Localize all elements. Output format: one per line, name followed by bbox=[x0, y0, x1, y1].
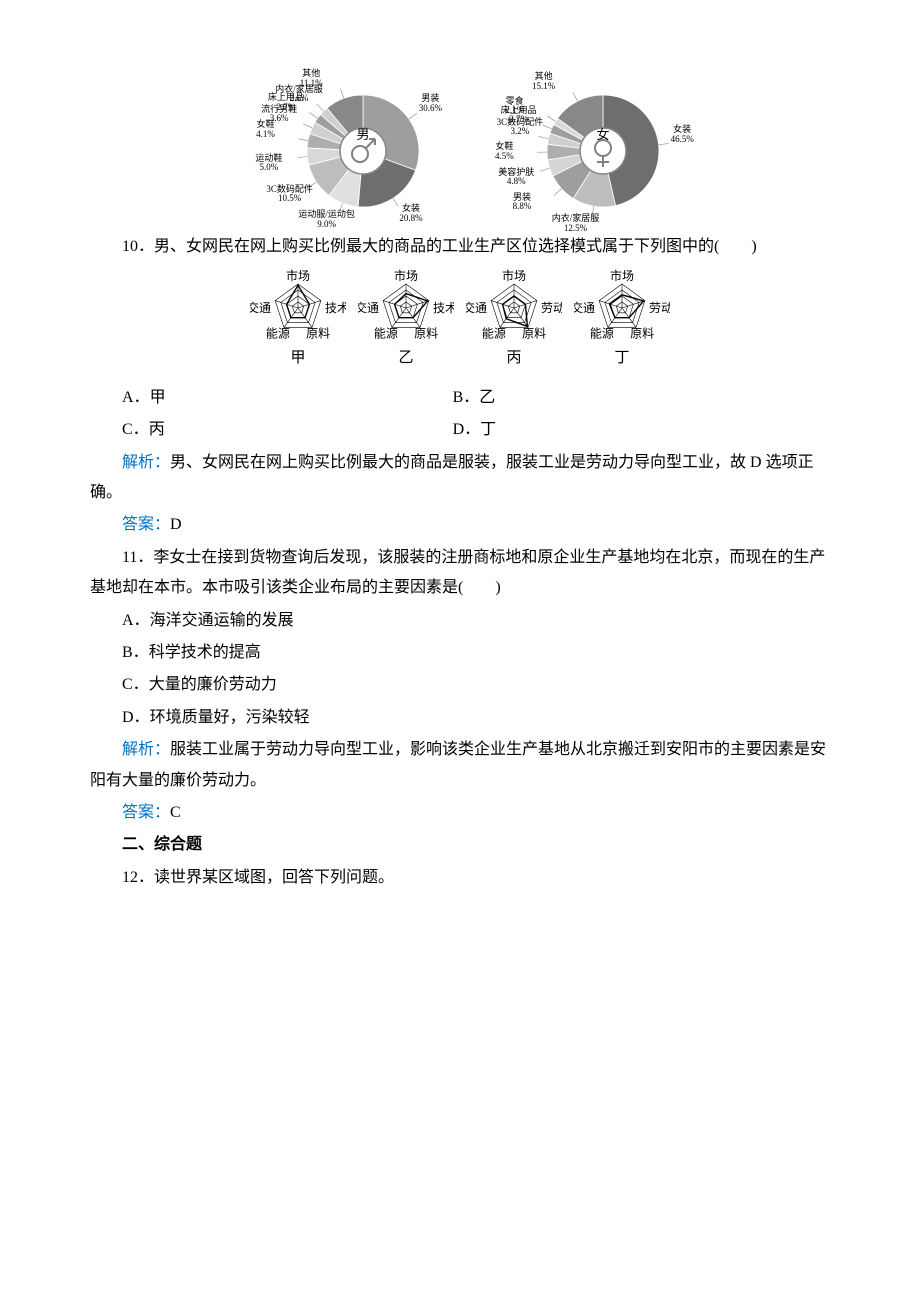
svg-text:交通: 交通 bbox=[466, 300, 487, 315]
svg-text:交通: 交通 bbox=[574, 300, 595, 315]
svg-text:劳动力: 劳动力 bbox=[649, 301, 670, 315]
svg-text:劳动力: 劳动力 bbox=[541, 301, 562, 315]
svg-text:能源: 能源 bbox=[482, 327, 506, 341]
radar-row: 市场技术原料能源交通甲市场技术原料能源交通乙市场劳动力原料能源交通丙市场劳动力原… bbox=[90, 268, 830, 373]
svg-text:能源: 能源 bbox=[374, 327, 398, 341]
donut-slice-label: 运动服/运动包9.0% bbox=[298, 210, 355, 229]
q12-stem: 12．读世界某区域图，回答下列问题。 bbox=[90, 863, 830, 893]
svg-text:市场: 市场 bbox=[394, 268, 418, 283]
section2-heading: 二、综合题 bbox=[90, 830, 830, 860]
svg-text:能源: 能源 bbox=[590, 327, 614, 341]
q10-analysis: 解析：男、女网民在网上购买比例最大的商品是服装，服装工业是劳动力导向型工业，故 … bbox=[90, 448, 830, 509]
q11-analysis: 解析：服装工业属于劳动力导向型工业，影响该类企业生产基地从北京搬迁到安阳市的主要… bbox=[90, 735, 830, 796]
q10-opt-B: B．乙 bbox=[453, 383, 830, 413]
donut-slice-label: 男装8.8% bbox=[513, 193, 532, 212]
radar-chart-甲: 市场技术原料 能源 交通甲 bbox=[248, 268, 348, 373]
svg-text:原料: 原料 bbox=[414, 327, 438, 341]
analysis-label: 解析： bbox=[122, 454, 170, 471]
donut-slice-label: 运动鞋5.0% bbox=[255, 154, 282, 173]
radar-caption: 丙 bbox=[464, 344, 564, 373]
q11-opt-D: D．环境质量好，污染较轻 bbox=[90, 703, 830, 733]
svg-text:交通: 交通 bbox=[358, 300, 379, 315]
svg-text:市场: 市场 bbox=[610, 268, 634, 283]
donut-slice-label: 女装46.5% bbox=[671, 125, 694, 144]
donut-slice-label: 内衣/家居服12.5% bbox=[552, 214, 600, 233]
analysis-label: 解析： bbox=[122, 741, 170, 758]
radar-caption: 丁 bbox=[572, 344, 672, 373]
donut-slice-label: 男装30.6% bbox=[419, 94, 442, 113]
svg-text:能源: 能源 bbox=[266, 327, 290, 341]
svg-text:交通: 交通 bbox=[250, 300, 271, 315]
q10-opt-A: A．甲 bbox=[90, 383, 453, 413]
svg-text:男: 男 bbox=[356, 127, 369, 142]
svg-text:技术: 技术 bbox=[325, 301, 346, 315]
donut-slice-label: 美容护肤4.8% bbox=[498, 168, 534, 187]
donut-slice-label: 其他11.1% bbox=[300, 69, 323, 88]
svg-text:市场: 市场 bbox=[286, 268, 310, 283]
q10-answer: 答案：D bbox=[90, 510, 830, 540]
svg-text:原料: 原料 bbox=[522, 327, 546, 341]
radar-caption: 乙 bbox=[356, 344, 456, 373]
q10-options: A．甲 B．乙 bbox=[90, 383, 830, 413]
male-donut-chart: 男男装30.6%女装20.8%运动服/运动包9.0%3C数码配件10.5%运动鞋… bbox=[225, 64, 455, 224]
donut-slice-label: 3C数码配件10.5% bbox=[266, 185, 313, 204]
svg-text:女: 女 bbox=[596, 127, 609, 142]
q10-options-2: C．丙 D．丁 bbox=[90, 415, 830, 445]
answer-label: 答案： bbox=[122, 804, 170, 821]
donut-slice-label: 其他15.1% bbox=[532, 72, 555, 91]
radar-chart-丁: 市场劳动力原料 能源 交通丁 bbox=[572, 268, 672, 373]
svg-text:原料: 原料 bbox=[630, 327, 654, 341]
q10-opt-C: C．丙 bbox=[90, 415, 453, 445]
radar-chart-乙: 市场技术原料 能源 交通乙 bbox=[356, 268, 456, 373]
q11-opt-C: C．大量的廉价劳动力 bbox=[90, 670, 830, 700]
donut-slice-label: 女装20.8% bbox=[399, 204, 422, 223]
donut-slice-label: 零食2.1% bbox=[505, 97, 524, 116]
donut-slice-label: 女鞋4.5% bbox=[495, 142, 514, 161]
svg-text:市场: 市场 bbox=[502, 268, 526, 283]
q11-answer: 答案：C bbox=[90, 798, 830, 828]
radar-chart-丙: 市场劳动力原料 能源 交通丙 bbox=[464, 268, 564, 373]
svg-text:原料: 原料 bbox=[306, 327, 330, 341]
svg-text:技术: 技术 bbox=[433, 301, 454, 315]
radar-caption: 甲 bbox=[248, 344, 348, 373]
q11-opt-B: B．科学技术的提高 bbox=[90, 638, 830, 668]
purchase-donut-row: 男男装30.6%女装20.8%运动服/运动包9.0%3C数码配件10.5%运动鞋… bbox=[90, 64, 830, 224]
female-donut-chart: 女女装46.5%内衣/家居服12.5%男装8.8%美容护肤4.8%女鞋4.5%3… bbox=[465, 64, 695, 224]
answer-label: 答案： bbox=[122, 516, 170, 533]
q10-stem: 10．男、女网民在网上购买比例最大的商品的工业生产区位选择模式属于下列图中的( … bbox=[90, 232, 830, 262]
q11-opt-A: A．海洋交通运输的发展 bbox=[90, 606, 830, 636]
q11-stem: 11．李女士在接到货物查询后发现，该服装的注册商标地和原企业生产基地均在北京，而… bbox=[90, 543, 830, 604]
q10-opt-D: D．丁 bbox=[453, 415, 830, 445]
